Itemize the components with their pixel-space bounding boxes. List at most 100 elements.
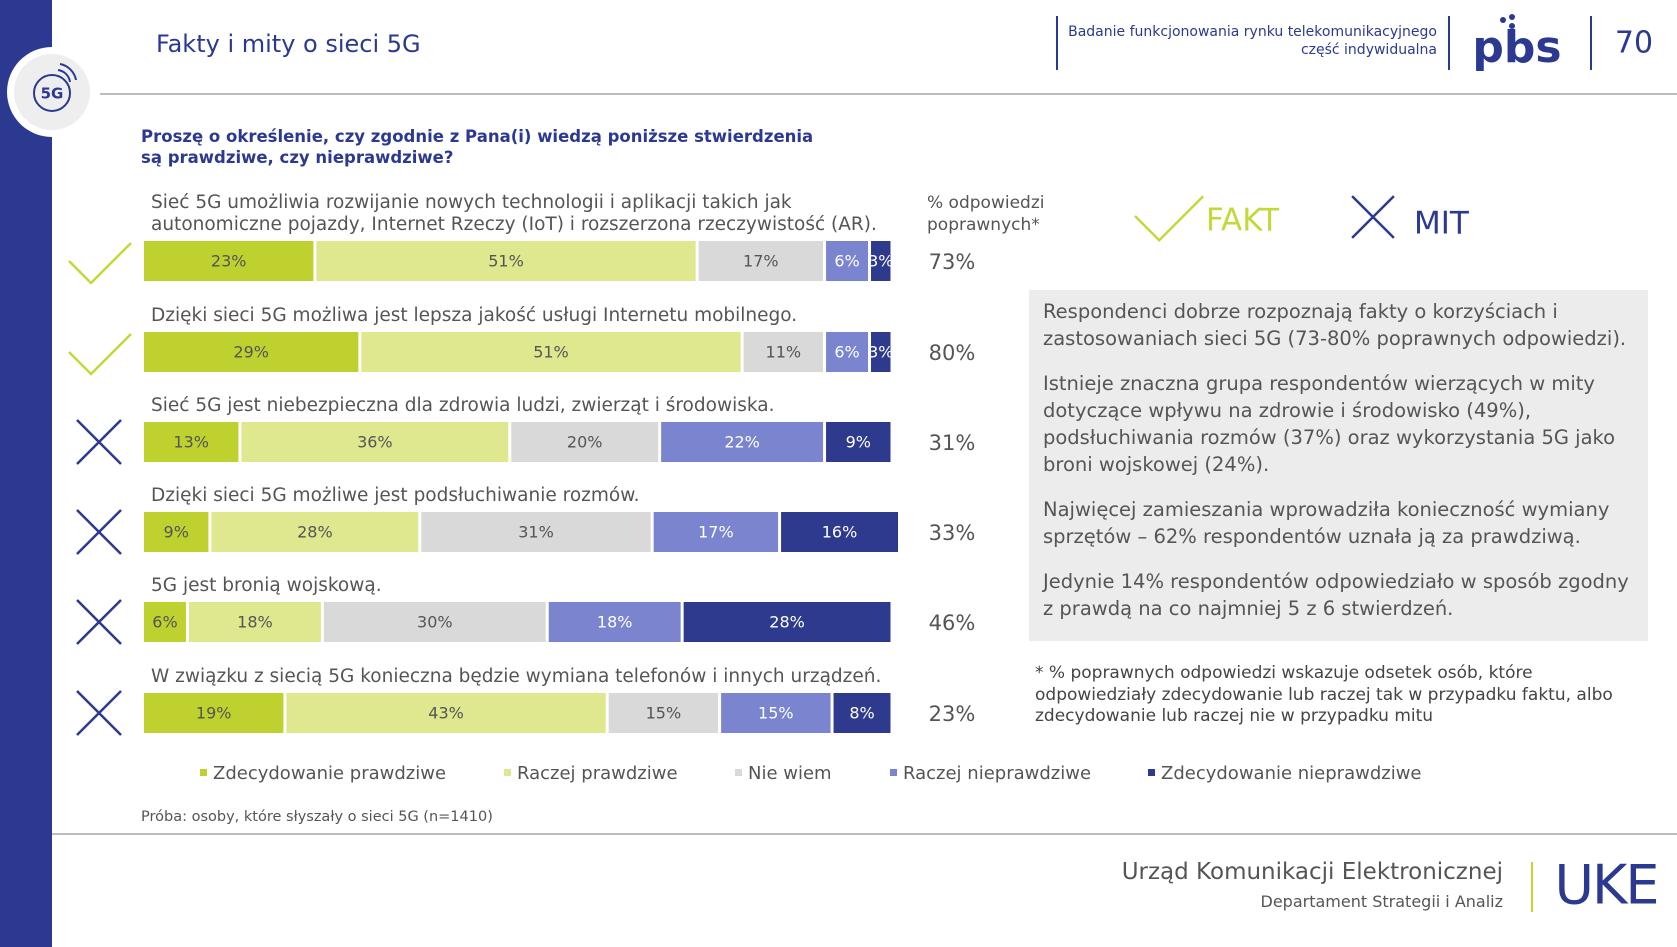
bar-segment — [188, 602, 321, 642]
logo-dot — [1500, 17, 1506, 23]
subtitle: Badanie funkcjonowania rynku telekomunik… — [1068, 24, 1437, 40]
category-label: W związku z siecią 5G konieczna będzie w… — [151, 666, 882, 687]
correct-label: 33% — [929, 521, 976, 545]
uke-logo: UKE — [1554, 854, 1657, 917]
data-label: 43% — [428, 704, 464, 723]
data-label: 11% — [766, 343, 802, 362]
page-number: 70 — [1615, 26, 1653, 61]
bar-segment — [608, 693, 719, 733]
category-label: 5G jest bronią wojskową. — [151, 575, 382, 596]
category-label: Sieć 5G jest niebezpieczna dla zdrowia l… — [151, 395, 775, 416]
data-label: 22% — [724, 433, 760, 452]
subtitle: część indywidualna — [1300, 42, 1437, 58]
data-label: 19% — [196, 704, 232, 723]
correct-label: 31% — [929, 431, 976, 455]
data-label: 6% — [834, 343, 859, 362]
data-label: 6% — [152, 613, 177, 632]
summary-paragraph: Jedynie 14% respondentów odpowiedziało w… — [1043, 570, 1629, 620]
data-label: 17% — [743, 252, 779, 271]
key-fact: FAKT — [1206, 203, 1280, 239]
cross-icon — [76, 690, 122, 736]
organization: Urząd Komunikacji Elektronicznej — [1121, 859, 1503, 885]
slide-title: Fakty i mity o sieci 5G — [156, 30, 421, 58]
side-band — [0, 0, 52, 947]
data-label: 51% — [488, 252, 524, 271]
data-label: 28% — [297, 523, 333, 542]
summary-paragraph: Respondenci dobrze rozpoznają fakty o ko… — [1043, 300, 1627, 350]
correct-header: poprawnych* — [927, 215, 1040, 235]
sample-note: Próba: osoby, które słyszały o sieci 5G … — [141, 809, 493, 825]
check-icon — [1134, 195, 1205, 242]
bar-segment — [144, 512, 209, 552]
department: Departament Strategii i Analiz — [1260, 892, 1503, 911]
cross-icon — [76, 419, 122, 465]
bar-segment — [661, 422, 824, 462]
check-icon — [68, 242, 132, 285]
correct-header: % odpowiedzi — [927, 193, 1044, 213]
logo-dot — [1509, 23, 1515, 29]
data-label: 36% — [357, 433, 393, 452]
correct-label: 46% — [929, 611, 976, 635]
data-label: 31% — [518, 523, 554, 542]
data-label: 17% — [698, 523, 734, 542]
bar-segment — [144, 241, 314, 281]
bar-segment — [421, 512, 651, 552]
legend-label: Raczej nieprawdziwe — [903, 763, 1091, 784]
bar-segment — [511, 422, 659, 462]
category-label: Sieć 5G umożliwia rozwijanie nowych tech… — [151, 192, 877, 235]
correct-label: 23% — [929, 702, 976, 726]
bar-segment — [241, 422, 509, 462]
bar-segment — [144, 422, 239, 462]
summary-box: Respondenci dobrze rozpoznają fakty o ko… — [1029, 290, 1648, 641]
data-label: 8% — [849, 704, 874, 723]
bar-segment — [144, 602, 186, 642]
pbs-logo: pbs — [1472, 22, 1561, 73]
bar-segment — [826, 332, 869, 372]
legend-swatch — [735, 769, 742, 776]
data-label: 15% — [646, 704, 682, 723]
bar-segment — [683, 602, 891, 642]
check-icon — [68, 333, 132, 376]
data-label: 9% — [164, 523, 189, 542]
bar-segment — [871, 241, 891, 281]
bar-segment — [361, 332, 741, 372]
badge-text: 5G — [41, 85, 64, 103]
data-label: 18% — [237, 613, 273, 632]
badge-circle — [14, 54, 90, 130]
bar-segment — [548, 602, 681, 642]
data-label: 16% — [822, 523, 858, 542]
logo-dot — [1509, 14, 1515, 20]
legend-label: Zdecydowanie nieprawdziwe — [1161, 763, 1422, 784]
cross-icon — [76, 599, 122, 645]
data-label: 29% — [233, 343, 269, 362]
data-label: 18% — [597, 613, 633, 632]
bar-segment — [144, 332, 359, 372]
bar-segment — [871, 332, 891, 372]
footnote: * % poprawnych odpowiedzi wskazuje odset… — [1035, 663, 1613, 726]
data-label: 9% — [846, 433, 871, 452]
correct-label: 80% — [929, 341, 976, 365]
data-label: 30% — [417, 613, 453, 632]
badge-waves — [57, 63, 77, 83]
bar-segment — [826, 241, 869, 281]
bar-segment — [323, 602, 546, 642]
bar-segment — [286, 693, 606, 733]
legend-swatch — [890, 769, 897, 776]
legend-label: Nie wiem — [748, 763, 832, 784]
bar-segment — [698, 241, 824, 281]
legend-swatch — [1148, 769, 1155, 776]
question: Proszę o określenie, czy zgodnie z Pana(… — [141, 127, 814, 167]
data-label: 3% — [868, 343, 893, 362]
summary-list: Respondenci dobrze rozpoznają fakty o ko… — [1029, 290, 1648, 648]
legend-label: Zdecydowanie prawdziwe — [213, 763, 446, 784]
cross-icon — [1351, 195, 1395, 239]
key-myth: MIT — [1414, 206, 1470, 242]
legend-label: Raczej prawdziwe — [517, 763, 678, 784]
legend-swatch — [200, 769, 207, 776]
bar-segment — [211, 512, 419, 552]
data-label: 20% — [567, 433, 603, 452]
legend-swatch — [504, 769, 511, 776]
correct-label: 73% — [929, 250, 976, 274]
bar-segment — [721, 693, 831, 733]
